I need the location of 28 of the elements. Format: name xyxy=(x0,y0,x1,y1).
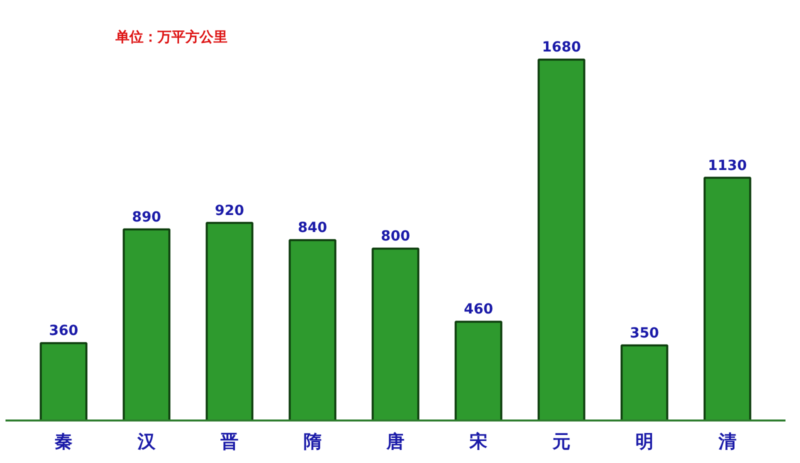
x-tick-label: 隋 xyxy=(304,432,322,452)
text: 单位：万平方公里 xyxy=(114,28,228,46)
x-tick-label: 明 xyxy=(635,432,654,452)
bar xyxy=(454,320,502,420)
data-label: 360 xyxy=(48,323,78,340)
bar xyxy=(620,344,668,420)
data-label: 840 xyxy=(298,220,328,236)
x-tick-label: 宋 xyxy=(468,432,488,452)
x-tick-label: 汉 xyxy=(136,432,157,452)
bar xyxy=(704,176,752,420)
data-label: 920 xyxy=(214,202,244,219)
x-tick-label: 唐 xyxy=(386,432,404,452)
data-label: 460 xyxy=(464,302,494,318)
bar xyxy=(40,342,88,420)
data-label: 1680 xyxy=(542,40,582,56)
data-label: 350 xyxy=(630,325,660,342)
x-tick-label: 晋 xyxy=(220,432,239,452)
bar xyxy=(538,58,586,420)
data-label: 890 xyxy=(132,209,162,226)
x-tick-label: 清 xyxy=(717,432,736,452)
bar xyxy=(288,239,336,420)
x-tick-label: 秦 xyxy=(54,432,73,452)
bar xyxy=(122,228,170,420)
data-label: 1130 xyxy=(708,158,748,174)
bar xyxy=(372,248,420,420)
bar xyxy=(206,222,254,420)
data-label: 800 xyxy=(380,228,410,245)
x-tick-label: 元 xyxy=(551,432,570,452)
